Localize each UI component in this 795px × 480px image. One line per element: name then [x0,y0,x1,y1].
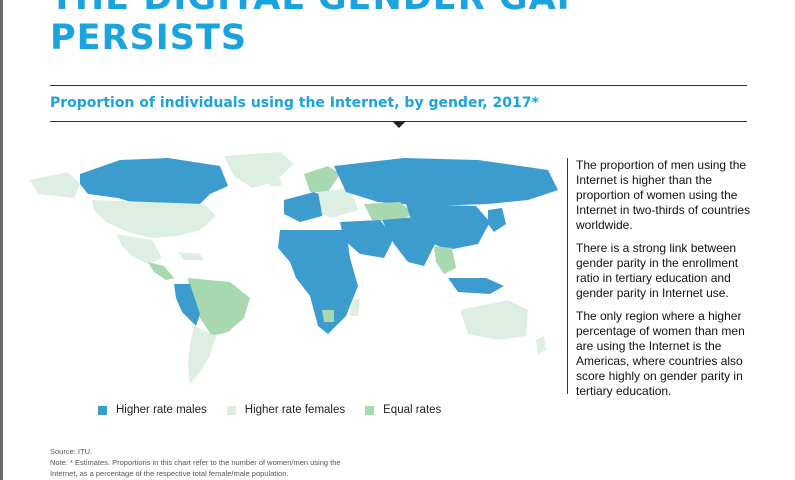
kazakhstan [364,202,414,222]
sidebar-paragraph-3: The only region where a higher percentag… [576,309,745,398]
legend-item-females: Higher rate females [226,404,346,416]
central-america [148,262,174,280]
legend-swatch-females [226,405,236,415]
western-europe [284,192,328,222]
central-southern-africa [290,258,358,334]
region-russia-central-asia [334,158,558,222]
sidebar-paragraph-2: There is a strong link between gender pa… [576,241,739,300]
region-south-america [174,278,250,384]
new-zealand [536,336,546,354]
legend-swatch-equal [365,405,375,415]
region-asia [340,204,506,294]
headline-line-2: PERSISTS [50,18,248,58]
brazil-and-north [188,278,250,336]
alaska [30,172,80,198]
page-edge [0,0,3,480]
headline-line-1: THE DIGITAL GENDER GAP [50,0,583,18]
middle-east [340,220,394,258]
region-north-america [30,152,294,280]
andean-region [174,284,200,326]
legend-item-equal: Equal rates [365,404,441,416]
chart-subtitle: Proportion of individuals using the Inte… [50,95,539,111]
southern-cone [188,326,216,384]
source-line: Source: ITU. [50,447,93,456]
legend-swatch-males [98,405,107,415]
japan-korea [488,208,506,232]
world-map [30,152,558,384]
caret-down-icon [392,121,406,128]
madagascar [350,298,360,316]
mainland-southeast-asia [434,246,456,274]
caribbean [178,252,204,260]
legend-label-males: Higher rate males [116,404,207,416]
china-mongolia [406,204,490,250]
equal-rate-country-africa [322,310,334,322]
australia [460,300,528,340]
sidebar-paragraph-1: The proportion of men using the Internet… [576,158,751,232]
region-oceania [460,300,546,354]
legend-label-females: Higher rate females [244,404,346,416]
legend-item-males: Higher rate males [98,404,207,416]
iceland [268,178,282,186]
sidebar-text: The proportion of men using the Internet… [567,158,752,398]
legend-label-equal: Equal rates [383,404,442,416]
north-africa [278,230,350,266]
eastern-europe [318,188,358,218]
note-line-2: Internet, as a percentage of the respect… [50,469,289,478]
greenland [224,152,294,188]
legend: Higher rate males Higher rate females Eq… [98,404,461,416]
region-africa [278,230,360,334]
note-line-1: Note: * Estimates. Proportions in this c… [50,458,341,467]
russia [334,158,558,206]
canada [80,158,228,208]
mexico [116,234,162,264]
region-europe [268,166,358,222]
scandinavia [304,166,340,192]
top-rule [50,85,747,86]
united-states [92,200,216,238]
headline: THE DIGITAL GENDER GAP PERSISTS [50,0,583,58]
maritime-southeast-asia [448,278,504,294]
source-note: Source: ITU. Note: * Estimates. Proporti… [50,446,341,479]
